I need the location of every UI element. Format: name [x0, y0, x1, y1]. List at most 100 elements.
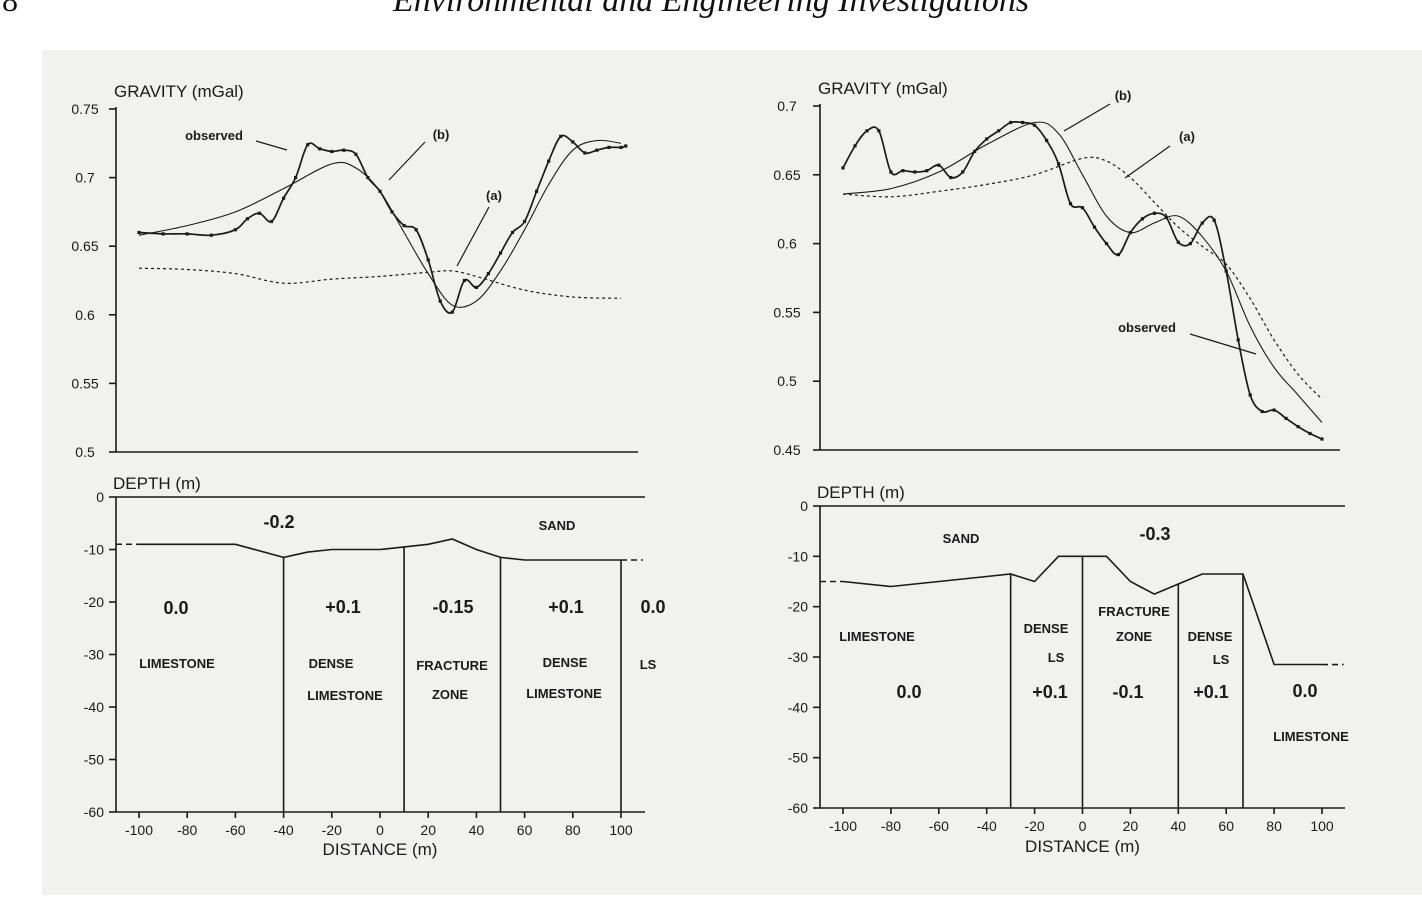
- unit-name-label: DENSE: [1188, 629, 1233, 644]
- density-contrast-value: +0.1: [1193, 682, 1229, 702]
- leader-line: [1189, 333, 1257, 355]
- observed-point: [619, 145, 623, 149]
- observed-point: [1033, 123, 1037, 127]
- gravity-y-tick-label: 0.55: [773, 304, 800, 320]
- observed-point: [997, 129, 1001, 133]
- running-title: Environmental and Engineering Investigat…: [392, 0, 1030, 19]
- unit-name-label: ZONE: [1116, 629, 1152, 644]
- observed-point: [1188, 242, 1192, 246]
- density-contrast-value: +0.1: [548, 597, 584, 617]
- observed-point: [624, 144, 628, 148]
- gravity-panel-left: 0.75 0.7 0.65 0.6 0.55 0.5 GRAVITY (mGal) obser…: [71, 82, 638, 460]
- observed-point: [257, 211, 262, 215]
- depth-panel-left: 0 -10 -20 -30 -40 -50 -60 -100 -80 -60 -40 -20 0 20 40…: [84, 474, 666, 859]
- observed-point: [233, 228, 237, 232]
- observed-point: [1009, 120, 1013, 125]
- distance-x-tick-label: -20: [322, 822, 342, 838]
- observed-point: [294, 176, 298, 180]
- observed-point: [1152, 211, 1156, 215]
- observed-point: [474, 285, 478, 289]
- observed-point: [961, 170, 965, 174]
- gravity-y-tick-label: 0.75: [71, 101, 98, 117]
- depth-panel-right: 0 -10 -20 -30 -40 -50 -60 -100 -80 -60 -40 -20 0 20 40…: [788, 483, 1349, 856]
- observed-point: [1116, 253, 1120, 257]
- depth-y-tick-label: -60: [84, 804, 104, 820]
- depth-axis-label: DEPTH (m): [817, 483, 905, 502]
- observed-point: [937, 163, 941, 167]
- observed-point: [1068, 202, 1073, 206]
- distance-x-tick-label: -20: [1024, 818, 1044, 834]
- gravity-y-tick-label: 0.5: [75, 444, 95, 460]
- observed-point: [1236, 338, 1240, 342]
- density-contrast-value: 0.0: [896, 682, 921, 702]
- depth-y-tick-label: 0: [96, 489, 104, 505]
- observed-point: [949, 176, 953, 180]
- gravity-y-tick-label: 0.65: [71, 238, 98, 254]
- observed-point: [571, 140, 575, 144]
- observed-point: [209, 233, 213, 237]
- observed-point: [535, 189, 539, 193]
- distance-x-tick-label: 20: [420, 822, 436, 838]
- observed-point: [1140, 217, 1144, 221]
- distance-axis-label: DISTANCE (m): [323, 840, 438, 859]
- observed-point: [1296, 425, 1300, 429]
- density-contrast-value: -0.2: [263, 512, 294, 532]
- observed-point: [330, 149, 334, 154]
- unit-name-label: DENSE: [1024, 621, 1069, 636]
- density-contrast-value: -0.1: [1112, 682, 1143, 702]
- gravity-axis-label: GRAVITY (mGal): [818, 79, 948, 98]
- observed-point: [865, 129, 869, 133]
- unit-name-label: LIMESTONE: [139, 656, 215, 671]
- observed-point: [1272, 408, 1276, 412]
- gravity-y-tick-label: 0.6: [75, 307, 95, 323]
- distance-x-tick-label: 100: [609, 822, 633, 838]
- page-number: 8: [2, 0, 18, 18]
- observed-point: [486, 272, 490, 276]
- series-line-observed: [138, 134, 627, 314]
- density-contrast-value: 0.0: [1292, 681, 1317, 701]
- depth-y-tick-label: 0: [800, 498, 808, 514]
- gravity-y-tick-label: 0.7: [777, 98, 797, 114]
- gravity-y-tick-label: 0.5: [777, 373, 797, 389]
- observed-point: [306, 143, 310, 147]
- distance-x-tick-label: -40: [273, 822, 293, 838]
- density-contrast-value: 0.0: [163, 598, 188, 618]
- unit-name-label: LIMESTONE: [526, 686, 602, 701]
- observed-point: [1080, 206, 1085, 210]
- depth-axis-label: DEPTH (m): [113, 474, 201, 493]
- depth-y-tick-label: -30: [788, 649, 808, 665]
- density-contrast-value: -0.3: [1139, 524, 1170, 544]
- series-line-a: [842, 156, 1323, 400]
- observed-point: [402, 224, 406, 228]
- distance-axis-label: DISTANCE (m): [1025, 837, 1140, 856]
- gravity-axis-label: GRAVITY (mGal): [114, 82, 244, 101]
- observed-point: [269, 219, 274, 224]
- distance-x-tick-label: -60: [929, 818, 949, 834]
- sand-limestone-interface: [842, 555, 1322, 666]
- density-contrast-value: +0.1: [325, 597, 361, 617]
- density-contrast-value: -0.15: [432, 597, 473, 617]
- leader-line: [1063, 103, 1111, 132]
- density-contrast-value: +0.1: [1032, 682, 1068, 702]
- distance-x-tick-label: 20: [1123, 818, 1139, 834]
- annotation-a: (a): [1179, 129, 1195, 144]
- leader-line: [1124, 145, 1171, 179]
- observed-point: [354, 152, 358, 156]
- page-header: 8 Environmental and Engineering Investig…: [0, 0, 1422, 40]
- observed-point: [1104, 242, 1109, 246]
- observed-point: [583, 151, 587, 155]
- observed-point: [438, 299, 442, 303]
- series-line-b: [138, 139, 622, 308]
- distance-x-tick-label: 80: [565, 822, 581, 838]
- unit-name-label: SAND: [539, 518, 576, 533]
- leader-line: [456, 206, 490, 267]
- series-line-a: [138, 267, 622, 299]
- depth-y-tick-label: -20: [84, 594, 104, 610]
- depth-y-tick-label: -20: [788, 599, 808, 615]
- observed-point: [161, 232, 165, 236]
- distance-x-tick-label: -60: [225, 822, 245, 838]
- distance-x-tick-label: 60: [1218, 818, 1234, 834]
- annotation-a: (a): [486, 188, 502, 203]
- distance-x-tick-label: 80: [1266, 818, 1282, 834]
- observed-point: [450, 310, 454, 314]
